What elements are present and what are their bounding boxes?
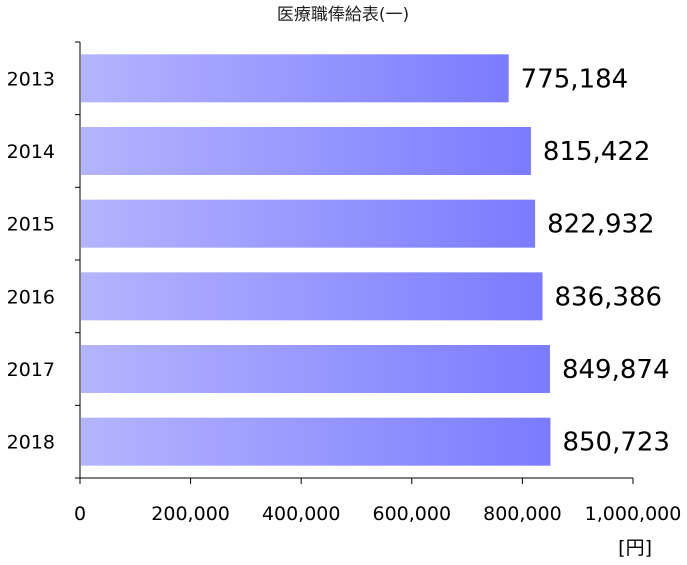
bar-2016: [81, 272, 543, 321]
x-tick-label: 400,000: [262, 503, 341, 525]
chart-title: 医療職俸給表(一): [277, 5, 409, 25]
axes-group: 2013 775,184 2014 815,422 2015 822,932 2016 836…: [7, 41, 682, 525]
category-label-2018: 2018: [7, 432, 55, 454]
data-label-2015: 822,932: [547, 210, 655, 240]
category-label-2017: 2017: [7, 359, 55, 381]
data-label-2017: 849,874: [562, 355, 670, 385]
x-tick-label: 600,000: [373, 503, 452, 525]
bars-group: [81, 54, 551, 466]
bar-2014: [81, 127, 531, 175]
category-label-2013: 2013: [7, 68, 55, 90]
data-label-2013: 775,184: [521, 64, 629, 94]
x-tick-label: 800,000: [483, 503, 562, 525]
x-tick-label: 1,000,000: [585, 503, 682, 525]
x-axis-unit-label: [円]: [618, 537, 652, 559]
data-label-2016: 836,386: [555, 282, 663, 312]
x-tick-label: 200,000: [151, 503, 230, 525]
category-label-2014: 2014: [7, 141, 55, 163]
bar-2013: [81, 54, 509, 103]
category-label-2016: 2016: [7, 286, 55, 308]
category-label-2015: 2015: [7, 214, 55, 236]
bar-2015: [81, 199, 536, 248]
x-tick-label: 0: [74, 503, 86, 525]
bar-2017: [81, 345, 550, 393]
bar-2018: [81, 417, 551, 466]
data-label-2018: 850,723: [562, 428, 670, 458]
data-label-2014: 815,422: [543, 137, 651, 167]
